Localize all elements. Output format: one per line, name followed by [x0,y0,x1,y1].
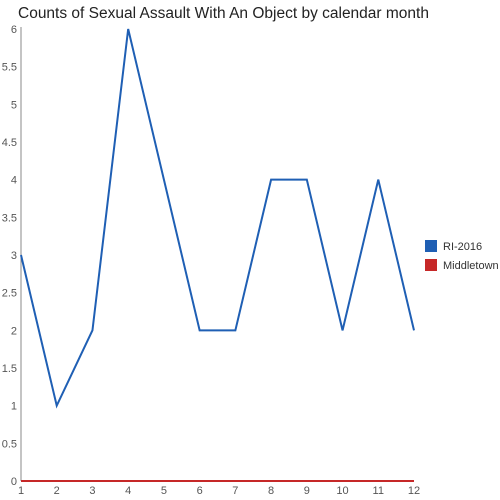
x-tick-label: 5 [161,485,167,497]
x-tick-label: 12 [408,485,420,497]
x-tick-label: 8 [268,485,274,497]
y-tick-label: 5 [11,99,17,111]
y-tick-label: 4 [11,175,17,187]
chart-series [20,28,415,482]
y-tick-label: 4.5 [2,137,17,149]
legend-label: RI-2016 [443,241,482,253]
y-axis-ticks: 0 0.5 1 1.5 2 2.5 3 3.5 4 4.5 5 5.5 6 [2,24,17,488]
y-tick-label: 2.5 [2,288,17,300]
y-tick-label: 2 [11,325,17,337]
x-tick-label: 11 [373,485,384,497]
y-tick-label: 3.5 [2,212,17,224]
chart-axes [20,27,414,482]
x-tick-label: 3 [89,485,95,497]
y-tick-label: 3 [11,250,17,262]
legend-swatch [425,259,437,271]
y-tick-label: 5.5 [2,62,17,74]
x-tick-label: 7 [232,485,238,497]
x-tick-label: 1 [18,485,24,497]
y-tick-label: 0.5 [2,438,17,450]
x-tick-label: 9 [304,485,310,497]
y-tick-label: 6 [11,24,17,36]
y-tick-label: 1 [11,401,17,413]
series-line-1 [20,28,415,409]
x-tick-label: 10 [336,485,348,497]
legend-label: Middletown [443,260,499,272]
y-tick-label: 0 [11,476,17,488]
chart-legend: RI-2016 Middletown [425,240,499,272]
legend-swatch [425,240,437,252]
y-tick-label: 1.5 [2,363,17,375]
x-tick-label: 6 [197,485,203,497]
x-tick-label: 2 [54,485,60,497]
x-tick-label: 4 [125,485,131,497]
x-axis-ticks: 1 2 3 4 5 6 7 8 9 10 11 12 [18,485,420,497]
chart-title: Counts of Sexual Assault With An Object … [18,5,429,22]
